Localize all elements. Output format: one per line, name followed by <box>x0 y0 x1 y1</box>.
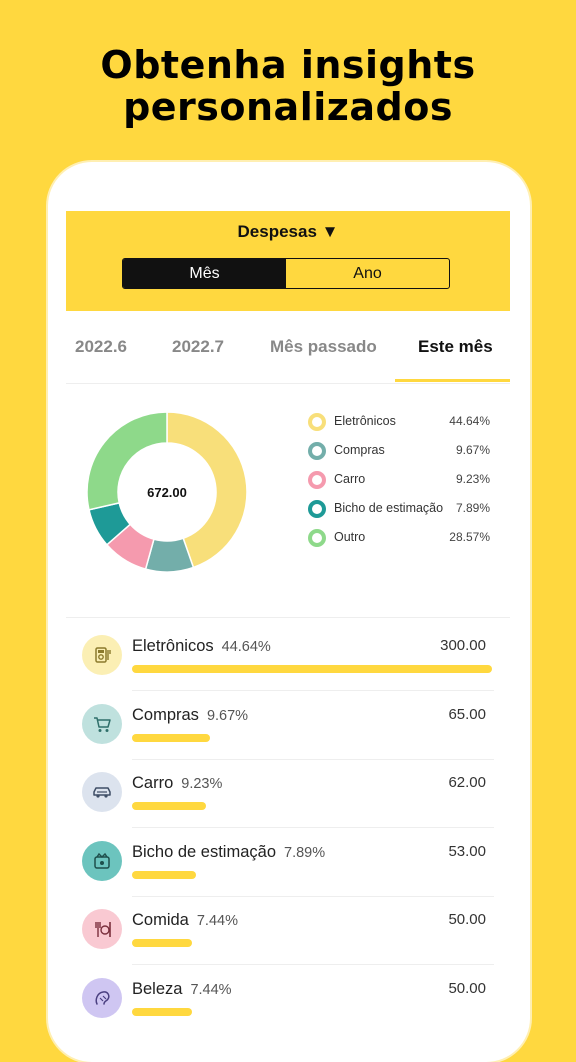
category-progress-bar <box>132 939 192 947</box>
tab-this-month[interactable]: Este mês <box>418 337 493 356</box>
category-name: Carro 9.23% <box>132 774 222 793</box>
legend-percent: 44.64% <box>449 414 490 428</box>
category-amount: 50.00 <box>448 979 486 997</box>
pet-icon <box>82 840 122 881</box>
category-label: Bicho de estimação <box>132 842 276 861</box>
legend-swatch-icon <box>308 413 326 431</box>
expense-donut-chart: 672.00 <box>86 411 248 573</box>
category-row-4[interactable]: Comida 7.44% 50.00 <box>66 897 510 965</box>
legend-swatch-icon <box>308 529 326 547</box>
category-percent: 44.64% <box>221 639 271 655</box>
beauty-icon <box>82 977 122 1018</box>
category-name: Compras 9.67% <box>132 706 248 725</box>
legend-item: Bicho de estimação 7.89% <box>308 498 490 518</box>
tab-last-month[interactable]: Mês passado <box>270 337 377 356</box>
period-tabs: 2022.6 2022.7 Mês passado Este mês <box>66 311 510 384</box>
segment-year[interactable]: Ano <box>353 264 382 282</box>
legend-label: Eletrônicos <box>334 414 396 428</box>
category-amount: 62.00 <box>448 774 486 791</box>
app-screen: Despesas ▼ Mês Ano 2022.6 2022.7 Mês pas… <box>66 211 510 1024</box>
legend-percent: 7.89% <box>455 501 490 515</box>
legend-label: Bicho de estimação <box>334 501 444 515</box>
expense-type-dropdown[interactable]: Despesas ▼ <box>237 222 339 241</box>
category-row-0[interactable]: Eletrônicos 44.64% 300.00 <box>66 623 510 691</box>
headline-line-2: personalizados <box>123 85 453 129</box>
donut-slice-0 <box>166 411 248 569</box>
segment-month[interactable]: Mês <box>123 259 286 288</box>
row-divider <box>132 964 494 965</box>
category-label: Carro <box>132 774 174 792</box>
legend-label: Carro <box>334 472 366 486</box>
category-amount: 50.00 <box>448 911 486 928</box>
row-divider <box>132 895 494 897</box>
category-progress-bar <box>132 733 210 742</box>
legend-percent: 28.57% <box>449 530 490 544</box>
category-progress-bar <box>132 1007 192 1016</box>
row-divider <box>132 758 494 760</box>
top-bar: Despesas ▼ Mês Ano <box>66 211 510 311</box>
legend-item: Compras 9.67% <box>308 440 490 460</box>
category-row-3[interactable]: Bicho de estimação 7.89% 53.00 <box>66 829 510 897</box>
legend-swatch-icon <box>308 442 326 460</box>
donut-center-total: 672.00 <box>147 485 187 500</box>
shopping-cart-icon <box>82 703 122 744</box>
row-divider <box>132 827 494 828</box>
category-label: Eletrônicos <box>132 637 214 655</box>
legend-item: Eletrônicos 44.64% <box>308 411 490 431</box>
category-progress-bar <box>132 665 492 673</box>
headline-line-1: Obtenha insights <box>100 43 476 87</box>
category-label: Compras <box>132 705 199 724</box>
legend-item: Carro 9.23% <box>308 469 490 489</box>
legend-label: Outro <box>334 530 366 544</box>
row-divider <box>132 690 494 691</box>
category-name: Comida 7.44% <box>132 911 238 930</box>
category-percent: 9.67% <box>206 707 249 724</box>
category-row-5[interactable]: Beleza 7.44% 50.00 <box>66 966 510 1025</box>
category-percent: 7.89% <box>284 844 326 861</box>
category-amount: 53.00 <box>448 842 486 860</box>
donut-slice-4 <box>86 411 168 511</box>
category-percent: 9.23% <box>181 776 223 792</box>
period-segmented-control: Mês Ano <box>122 258 450 289</box>
category-label: Beleza <box>132 979 183 998</box>
category-progress-bar <box>132 802 207 810</box>
legend-swatch-icon <box>308 471 326 489</box>
category-name: Beleza 7.44% <box>132 980 232 999</box>
legend-percent: 9.67% <box>455 443 490 457</box>
category-amount: 300.00 <box>440 637 486 654</box>
section-divider <box>66 617 510 618</box>
food-icon <box>82 909 122 949</box>
category-label: Comida <box>132 911 189 929</box>
headline: Obtenha insights personalizados <box>0 44 576 128</box>
appliance-icon <box>82 635 122 675</box>
category-progress-bar <box>132 870 196 879</box>
category-amount: 65.00 <box>448 705 486 723</box>
tab-2022-7[interactable]: 2022.7 <box>172 337 224 356</box>
legend-item: Outro 28.57% <box>308 527 490 547</box>
legend-label: Compras <box>334 443 385 457</box>
category-row-1[interactable]: Compras 9.67% 65.00 <box>66 692 510 760</box>
category-percent: 7.44% <box>196 913 238 929</box>
legend-swatch-icon <box>308 500 326 518</box>
category-percent: 7.44% <box>190 981 232 998</box>
category-name: Bicho de estimação 7.89% <box>132 843 325 862</box>
category-name: Eletrônicos 44.64% <box>132 637 271 656</box>
active-tab-indicator <box>395 379 510 382</box>
category-row-2[interactable]: Carro 9.23% 62.00 <box>66 760 510 828</box>
tab-2022-6[interactable]: 2022.6 <box>75 337 127 356</box>
car-icon <box>82 772 122 812</box>
legend-percent: 9.23% <box>455 472 490 486</box>
